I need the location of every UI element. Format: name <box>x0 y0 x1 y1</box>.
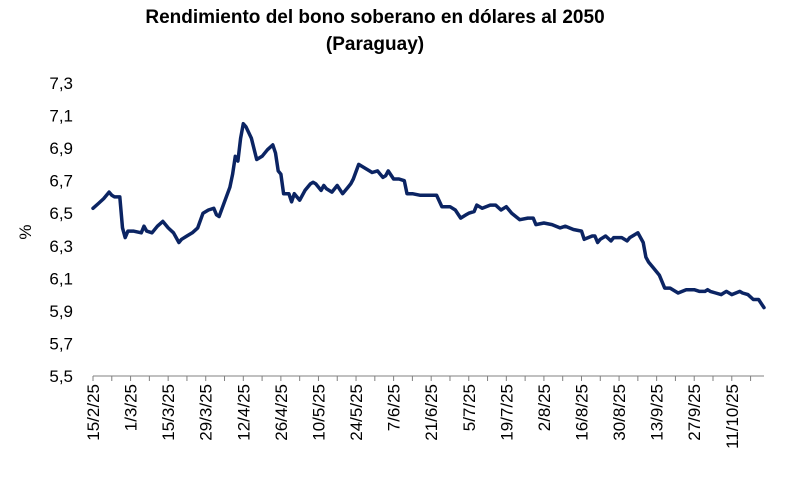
y-tick-label: 6,5 <box>49 204 73 223</box>
y-tick-label: 6,9 <box>49 139 73 158</box>
x-tick-label: 29/3/25 <box>197 384 216 441</box>
x-tick-label: 7/6/25 <box>385 384 404 431</box>
y-tick-label: 6,7 <box>49 172 73 191</box>
x-tick-label: 1/3/25 <box>122 384 141 431</box>
y-axis-label: % <box>16 224 35 239</box>
x-tick-label: 24/5/25 <box>347 384 366 441</box>
y-tick-label: 7,3 <box>49 74 73 93</box>
y-tick-label: 5,9 <box>49 302 73 321</box>
x-axis: 15/2/25 1/3/25 15/3/25 29/3/25 12/4/25 26/4/2… <box>84 375 764 449</box>
x-tick-label: 15/2/25 <box>84 384 103 441</box>
x-tick-label: 21/6/25 <box>422 384 441 441</box>
y-tick-label: 5,7 <box>49 334 73 353</box>
x-tick-label: 5/7/25 <box>460 384 479 431</box>
chart-subtitle: (Paraguay) <box>326 34 424 55</box>
x-tick-label: 16/8/25 <box>572 384 591 441</box>
x-tick-label: 30/8/25 <box>610 384 629 441</box>
y-tick-label: 7,1 <box>49 107 73 126</box>
y-tick-label: 6,1 <box>49 269 73 288</box>
series-layer <box>91 121 766 310</box>
yield-series-line <box>91 121 766 310</box>
x-tick-label: 26/4/25 <box>272 384 291 441</box>
x-tick-label: 27/9/25 <box>685 384 704 441</box>
x-tick-label: 13/9/25 <box>648 384 667 441</box>
x-tick-label: 2/8/25 <box>535 384 554 431</box>
y-tick-label: 5,5 <box>49 367 73 386</box>
x-tick-label: 10/5/25 <box>309 384 328 441</box>
x-tick-label: 15/3/25 <box>159 384 178 441</box>
x-tick-label: 12/4/25 <box>234 384 253 441</box>
y-axis-ticks: 7,3 7,1 6,9 6,7 6,5 6,3 6,1 5,9 5,7 5,5 <box>49 74 73 386</box>
chart-title: Rendimiento del bono soberano en dólares… <box>145 7 604 28</box>
y-tick-label: 6,3 <box>49 237 73 256</box>
x-tick-label: 11/10/25 <box>723 384 742 449</box>
x-tick-label: 19/7/25 <box>497 384 516 441</box>
